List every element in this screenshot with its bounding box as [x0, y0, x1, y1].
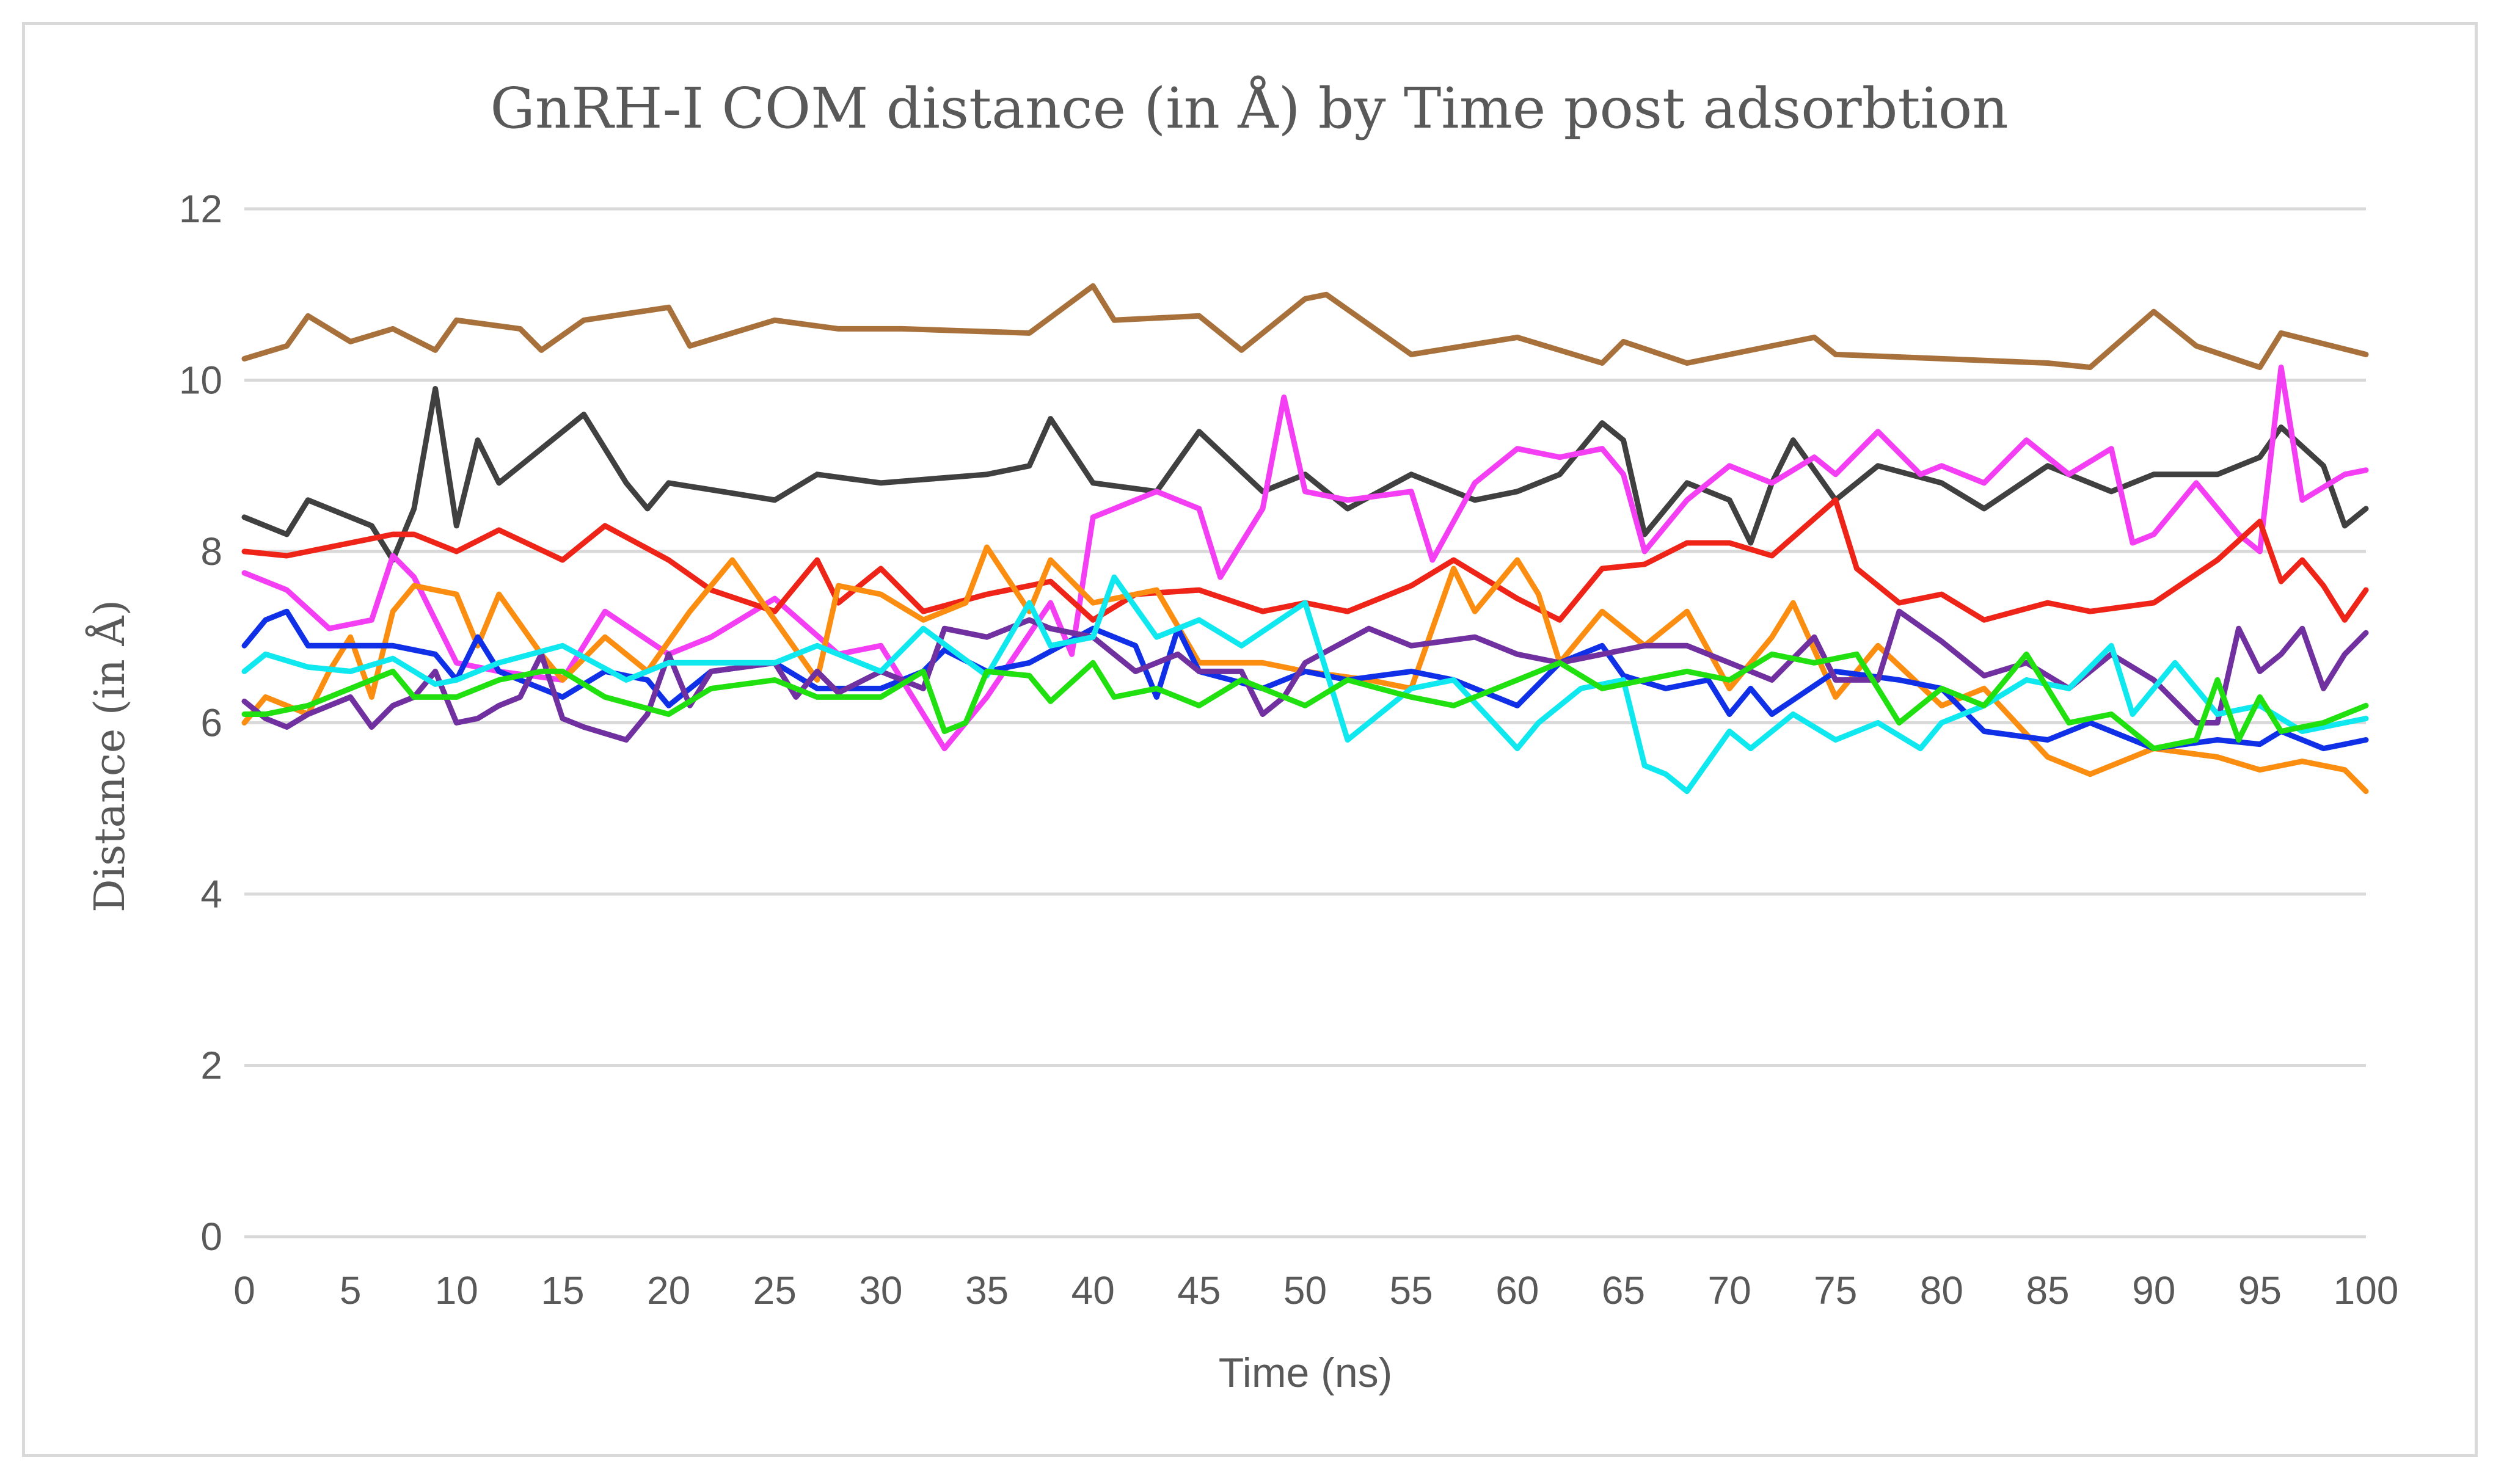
x-axis-tick-labels: 0 5 10 15 20 25 30 35 40 45 50 55 60 65 70 75 80 85 90 95 10…	[233, 1268, 2398, 1312]
x-tick-label: 100	[2334, 1268, 2399, 1312]
y-tick-label: 12	[179, 187, 222, 231]
x-tick-label: 70	[1708, 1268, 1751, 1312]
x-tick-label: 85	[2026, 1268, 2069, 1312]
y-axis-tick-labels: 0 2 4 6 8 10 12	[179, 187, 222, 1259]
y-axis-title: Distance (in Å)	[86, 600, 134, 912]
y-tick-label: 10	[179, 358, 222, 402]
y-tick-label: 6	[200, 701, 222, 745]
y-tick-label: 8	[200, 529, 222, 573]
y-tick-label: 2	[200, 1044, 222, 1088]
y-tick-label: 4	[200, 872, 222, 916]
x-tick-label: 25	[753, 1268, 797, 1312]
x-tick-label: 30	[859, 1268, 902, 1312]
line-chart: GnRH-I COM distance (in Å) by Time post …	[86, 75, 2398, 1396]
series-line-cyan	[241, 574, 2369, 795]
series-line-green	[241, 651, 2369, 752]
chart-frame: GnRH-I COM distance (in Å) by Time post …	[22, 22, 2478, 1457]
x-tick-label: 50	[1283, 1268, 1327, 1312]
x-tick-label: 5	[340, 1268, 362, 1312]
x-tick-label: 0	[233, 1268, 255, 1312]
series-line-brown	[241, 283, 2369, 370]
x-tick-label: 55	[1390, 1268, 1433, 1312]
x-tick-label: 40	[1071, 1268, 1115, 1312]
x-tick-label: 15	[541, 1268, 584, 1312]
x-tick-label: 45	[1177, 1268, 1221, 1312]
y-tick-label: 0	[200, 1215, 222, 1259]
data-series	[241, 283, 2369, 795]
series-line-purple	[241, 608, 2369, 743]
x-tick-label: 80	[1920, 1268, 1963, 1312]
x-tick-label: 95	[2238, 1268, 2282, 1312]
x-tick-label: 65	[1602, 1268, 1645, 1312]
x-tick-label: 60	[1495, 1268, 1539, 1312]
series-line-red	[241, 497, 2369, 623]
series-line-magenta	[241, 365, 2369, 752]
series-line-dark-grey	[241, 386, 2369, 563]
x-tick-label: 35	[965, 1268, 1009, 1312]
x-axis-title: Time (ns)	[1219, 1350, 1393, 1396]
x-tick-label: 20	[647, 1268, 690, 1312]
gridlines	[244, 207, 2366, 1238]
x-tick-label: 90	[2132, 1268, 2175, 1312]
chart-title: GnRH-I COM distance (in Å) by Time post …	[490, 75, 2008, 141]
x-tick-label: 10	[435, 1268, 478, 1312]
x-tick-label: 75	[1814, 1268, 1857, 1312]
